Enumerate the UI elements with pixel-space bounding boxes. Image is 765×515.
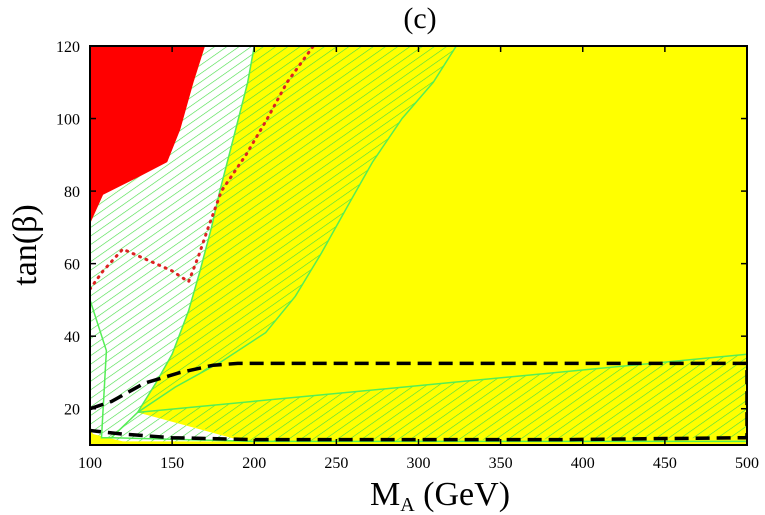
black-dashed-line: [90, 361, 747, 442]
x-tick-label: 300: [407, 455, 431, 472]
y-tick-label: 100: [56, 112, 80, 129]
y-axis: 20 40 60 80 100 120: [56, 39, 747, 419]
x-tick-label: 250: [324, 455, 348, 472]
x-axis-title-sub: A: [400, 494, 415, 515]
boundary-bottom-upper: [137, 353, 747, 414]
y-tick-label: 120: [56, 39, 80, 56]
x-axis: 100 150 200 250 300 350 400 450 500: [78, 46, 759, 472]
y-tick-label: 80: [64, 184, 80, 201]
x-tick-label: 150: [160, 455, 184, 472]
x-tick-label: 350: [489, 455, 513, 472]
region-hatch-hatched-yellow-wedge-core: [137, 46, 457, 413]
y-tick-label: 20: [64, 402, 80, 419]
boundary-wedge-right: [137, 46, 457, 414]
x-tick-label: 450: [653, 455, 677, 472]
region-hatch-hatched-bottom-wedge: [137, 354, 747, 442]
x-tick-label: 200: [242, 455, 266, 472]
x-axis-title-unit: (GeV): [415, 476, 510, 513]
x-tick-label: 100: [78, 455, 102, 472]
y-tick-label: 60: [64, 257, 80, 274]
x-axis-title: MA (GeV): [370, 476, 510, 515]
red-dotted-line: [90, 46, 315, 291]
boundary-left: [90, 299, 139, 439]
y-axis-title: tan(β): [7, 204, 44, 285]
boundary-wedge-left: [136, 46, 256, 413]
x-tick-label: 400: [571, 455, 595, 472]
region-red-region: [90, 46, 205, 224]
plot-area: [90, 46, 747, 445]
x-tick-label: 500: [735, 455, 759, 472]
y-tick-label: 40: [64, 329, 80, 346]
region-hatch-hatched-left-white-main: [90, 46, 255, 438]
x-axis-title-main: M: [370, 476, 400, 513]
chart-title: (c): [403, 2, 436, 35]
